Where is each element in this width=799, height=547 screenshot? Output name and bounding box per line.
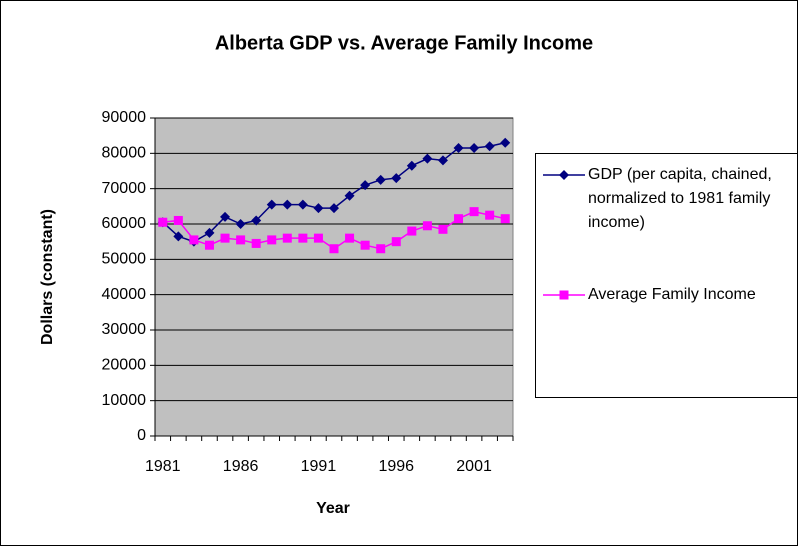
y-tick-label: 10000 — [102, 392, 147, 409]
legend-label: Average Family Income — [588, 286, 756, 303]
data-point — [236, 235, 246, 245]
data-point — [282, 233, 292, 243]
y-tick-label: 50000 — [102, 251, 147, 268]
y-tick-label: 20000 — [102, 357, 147, 374]
y-tick-label: 0 — [137, 427, 146, 444]
data-point — [391, 237, 401, 247]
data-point — [391, 173, 402, 184]
y-tick-label: 80000 — [102, 145, 147, 162]
x-tick-label: 2001 — [456, 458, 492, 475]
data-point — [406, 160, 417, 171]
data-point — [251, 238, 261, 248]
data-point — [453, 143, 464, 154]
y-tick-label: 40000 — [102, 286, 147, 303]
data-point — [313, 233, 323, 243]
data-point — [437, 155, 448, 166]
data-point — [375, 174, 386, 185]
data-point — [298, 233, 308, 243]
legend-marker — [559, 170, 569, 180]
x-tick-label: 1986 — [223, 458, 259, 475]
x-tick-label: 1991 — [301, 458, 337, 475]
data-point — [469, 143, 480, 154]
y-axis-label: Dollars (constant) — [39, 209, 56, 345]
data-point — [267, 235, 277, 245]
data-point — [500, 214, 510, 224]
data-point — [454, 214, 464, 224]
data-point — [345, 233, 355, 243]
data-point — [360, 240, 370, 250]
x-tick-label: 1981 — [145, 458, 181, 475]
data-point — [484, 141, 495, 152]
data-point — [376, 244, 386, 254]
y-tick-label: 90000 — [102, 109, 147, 126]
legend-box — [535, 153, 798, 398]
plot-area — [154, 117, 514, 437]
data-point — [422, 153, 433, 164]
x-axis-label: Year — [316, 500, 350, 517]
data-point — [407, 226, 417, 236]
data-point — [500, 137, 511, 148]
legend-marker — [559, 290, 569, 300]
data-point — [360, 180, 371, 191]
data-point — [204, 227, 215, 238]
data-point — [485, 210, 495, 220]
y-tick-label: 60000 — [102, 215, 147, 232]
data-point — [282, 199, 293, 210]
data-point — [235, 219, 246, 229]
data-point — [329, 244, 339, 254]
data-point — [329, 203, 339, 214]
data-point — [220, 233, 230, 243]
legend-label: GDP (per capita, chained, normalized to … — [588, 166, 772, 231]
data-point — [173, 231, 184, 242]
data-point — [297, 199, 308, 210]
data-point — [266, 199, 277, 210]
data-point — [251, 215, 262, 226]
data-point — [438, 224, 448, 234]
data-point — [158, 217, 168, 227]
x-tick-label: 1996 — [378, 458, 414, 475]
data-point — [173, 215, 183, 225]
chart-title: Alberta GDP vs. Average Family Income — [215, 32, 593, 54]
data-point — [344, 190, 355, 201]
data-point — [204, 240, 214, 250]
data-point — [313, 203, 324, 214]
data-point — [422, 221, 432, 231]
y-tick-label: 30000 — [102, 321, 147, 338]
data-point — [220, 211, 231, 222]
y-tick-label: 70000 — [102, 180, 147, 197]
data-point — [469, 207, 479, 217]
data-point — [189, 235, 199, 245]
